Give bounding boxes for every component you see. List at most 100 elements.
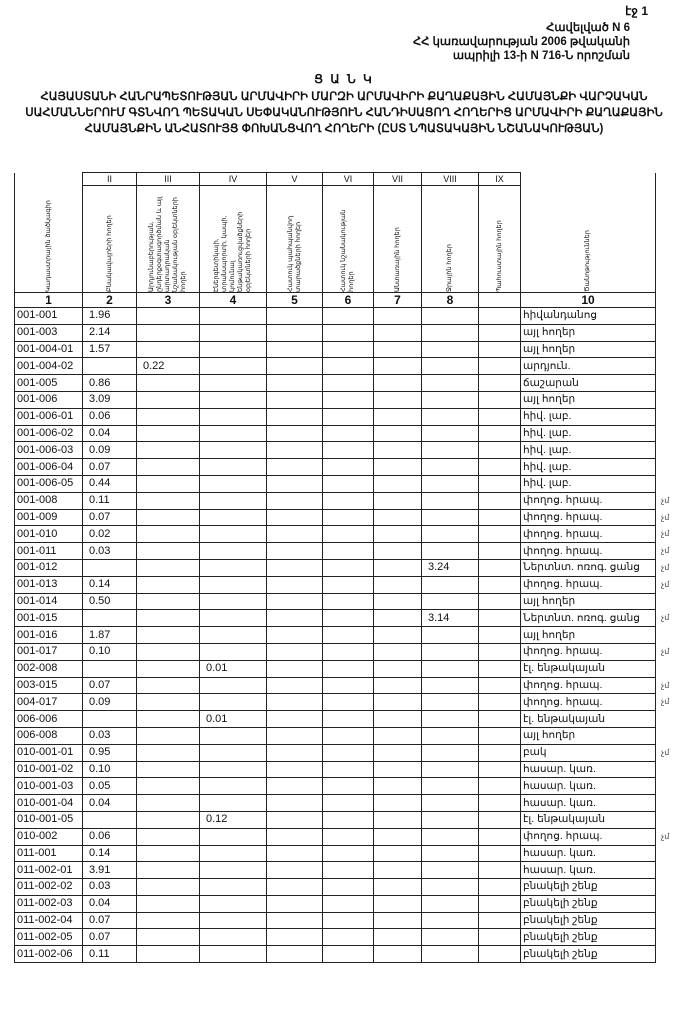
empty-cell [136,508,200,527]
empty-cell [322,726,374,745]
table-row: 011-002-06 0.11 բնակելի շենք [14,945,656,964]
empty-cell [136,777,200,796]
area-value: 0.50 [82,592,137,611]
empty-cell [136,760,200,779]
empty-cell [421,743,479,762]
column-header-label: Հատուկ պահպանվող տարածքների հողեր [286,215,302,292]
empty-cell [373,710,422,728]
roman-numeral: VII [373,172,422,186]
empty-cell [199,340,267,359]
empty-cell [322,441,374,460]
empty-cell [373,441,422,460]
empty-cell [421,575,479,594]
empty-cell [82,357,137,376]
header-row: Կադաստրային ծածկագիր Բնակավայրերի հողեր Ար… [14,185,656,293]
area-value: 0.05 [82,777,137,796]
empty-cell [136,810,200,829]
empty-cell [136,945,200,964]
column-header-label: Բնակավայրերի հողեր [105,215,113,292]
empty-cell [266,659,323,678]
empty-cell [322,458,374,476]
note-cell: հասար. կառ. [520,844,656,863]
margin-mark: չմ [661,513,670,522]
empty-cell [373,911,422,930]
note-cell: Ներտնտ. ոռոգ. ցանց [520,558,656,577]
note-cell: ճաշարան [520,374,656,392]
empty-cell [199,911,267,930]
area-value: 0.06 [82,827,137,846]
empty-cell [199,424,267,443]
empty-cell [136,844,200,863]
empty-cell [421,693,479,712]
empty-cell [478,945,521,964]
empty-cell [266,374,323,392]
empty-cell [266,542,323,560]
empty-cell [373,726,422,745]
table-row: 011-001 0.14 հասար. կառ. [14,844,656,863]
empty-cell [136,894,200,913]
note-cell: այլ հողեր [520,592,656,611]
cadastral-code: 002-008 [14,659,83,678]
column-number-row: 1 2 3 4 5 6 7 8 10 [14,292,656,308]
empty-cell [373,794,422,812]
empty-cell [199,307,267,325]
empty-cell [266,390,323,409]
empty-cell [199,491,267,510]
empty-cell [136,458,200,476]
empty-cell [322,374,374,392]
area-value: 0.03 [82,726,137,745]
note-cell: հիվ. լաբ. [520,424,656,443]
cadastral-code: 001-006-05 [14,474,83,493]
empty-cell [266,693,323,712]
note-cell: հիվանդանոց [520,307,656,325]
empty-cell [136,693,200,712]
empty-cell [322,307,374,325]
empty-cell [421,357,479,376]
column-number: 5 [266,292,323,308]
empty-cell [373,827,422,846]
column-header: Ծանոթություններ [520,185,656,293]
empty-cell [266,340,323,359]
empty-cell [136,911,200,930]
margin-mark: չմ [661,647,670,656]
empty-cell [199,374,267,392]
empty-cell [421,626,479,644]
column-header: Էներգետիկայի, տրանսպորտի, կապի, կոմունալ… [199,185,267,293]
empty-cell [322,743,374,762]
roman-numeral: IX [478,172,521,186]
empty-cell [421,542,479,560]
roman-numeral: III [136,172,200,186]
empty-cell [266,928,323,947]
cadastral-code: 001-001 [14,307,83,325]
empty-cell [266,592,323,611]
note-cell: էլ. ենթակայան [520,710,656,728]
roman-numeral: VIII [421,172,479,186]
appendix-line-1: Հավելված N 6 [546,22,630,34]
note-cell: այլ հողեր [520,340,656,359]
area-value: 0.04 [82,894,137,913]
empty-cell [421,407,479,426]
empty-cell [478,424,521,443]
empty-cell [421,659,479,678]
area-value: 0.02 [82,525,137,544]
empty-cell [266,609,323,628]
empty-cell [421,810,479,829]
cadastral-code: 010-001-05 [14,810,83,829]
empty-cell [373,676,422,695]
note-cell: բնակելի շենք [520,894,656,913]
empty-cell [373,945,422,964]
empty-cell [421,458,479,476]
note-cell: հասար. կառ. [520,861,656,880]
empty-cell [478,307,521,325]
empty-cell [421,441,479,460]
note-cell: բնակելի շենք [520,878,656,896]
empty-cell [478,710,521,728]
empty-cell [136,794,200,812]
empty-cell [136,441,200,460]
cadastral-code: 010-001-01 [14,743,83,762]
empty-cell [478,861,521,880]
empty-cell [82,558,137,577]
cadastral-code: 001-015 [14,609,83,628]
empty-cell [373,777,422,796]
empty-cell [322,558,374,577]
